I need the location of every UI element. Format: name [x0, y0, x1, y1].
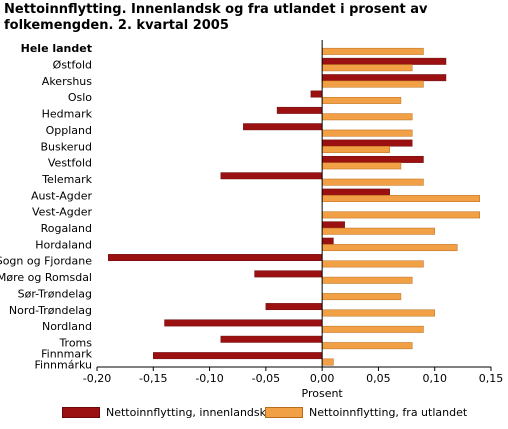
bar-innenlandsk-more-og-romsdal — [254, 270, 323, 278]
category-label-finnmark: Finnmark Finnmárku — [34, 347, 92, 371]
x-tick-label-1: -0,15 — [139, 372, 167, 385]
bar-utlandet-ostfold — [321, 64, 413, 72]
bar-innenlandsk-nord-trondelag — [265, 303, 323, 311]
legend-item-utlandet: Nettoinnflytting, fra utlandet — [265, 406, 467, 419]
category-label-hedmark: Hedmark — [42, 108, 93, 121]
x-tick-label-4: 0,00 — [310, 372, 335, 385]
bar-innenlandsk-buskerud — [321, 139, 413, 147]
bar-innenlandsk-nordland — [164, 319, 323, 327]
bar-utlandet-buskerud — [321, 146, 390, 153]
bar-utlandet-oppland — [321, 129, 413, 137]
category-label-hele-landet: Hele landet — [21, 42, 92, 55]
category-label-vestfold: Vestfold — [48, 157, 92, 170]
bar-utlandet-sor-trondelag — [321, 293, 402, 301]
bar-innenlandsk-telemark — [220, 172, 323, 180]
bar-innenlandsk-vestfold — [321, 155, 424, 163]
category-label-akershus: Akershus — [42, 75, 92, 88]
bar-innenlandsk-rogaland — [321, 221, 345, 229]
x-tick-label-0: -0,20 — [83, 372, 111, 385]
bar-innenlandsk-ostfold — [321, 57, 447, 65]
category-label-aust-agder: Aust-Agder — [31, 189, 93, 202]
legend-swatch-utlandet — [265, 407, 303, 418]
chart-title: Nettoinnflytting. Innenlandsk og fra utl… — [4, 2, 428, 33]
category-label-troms: Troms — [58, 336, 92, 349]
category-label-nordland: Nordland — [42, 320, 92, 333]
bar-utlandet-sogn-og-fjordane — [321, 260, 424, 268]
category-label-rogaland: Rogaland — [41, 222, 92, 235]
category-label-oppland: Oppland — [46, 124, 92, 137]
bar-utlandet-aust-agder — [321, 195, 480, 202]
legend-label-utlandet: Nettoinnflytting, fra utlandet — [309, 406, 468, 419]
bar-utlandet-troms — [321, 342, 413, 350]
category-label-more-og-romsdal: Møre og Romsdal — [0, 271, 92, 284]
bar-utlandet-finnmark — [321, 358, 334, 366]
bar-innenlandsk-troms — [220, 335, 323, 343]
x-tick-label-3: -0,05 — [252, 372, 280, 385]
category-label-sogn-og-fjordane: Sogn og Fjordane — [0, 255, 92, 268]
category-label-hordaland: Hordaland — [35, 238, 92, 251]
x-tick-label-2: -0,10 — [195, 372, 223, 385]
category-label-telemark: Telemark — [41, 173, 92, 186]
legend-item-innenlandsk: Nettoinnflytting, innenlandsk — [62, 406, 266, 419]
x-tick-label-5: 0,05 — [366, 372, 391, 385]
bar-utlandet-oslo — [321, 96, 402, 104]
bar-innenlandsk-akershus — [321, 74, 447, 82]
bar-innenlandsk-oppland — [243, 123, 323, 131]
bar-utlandet-vestfold — [321, 162, 402, 170]
x-axis-label: Prosent — [302, 387, 344, 400]
bar-utlandet-telemark — [321, 178, 424, 186]
category-label-oslo: Oslo — [68, 91, 92, 104]
x-tick-label-6: 0,10 — [422, 372, 447, 385]
bar-innenlandsk-aust-agder — [321, 188, 390, 196]
bar-utlandet-rogaland — [321, 227, 435, 235]
bar-utlandet-nordland — [321, 325, 424, 333]
category-label-ostfold: Østfold — [53, 59, 92, 72]
category-label-nord-trondelag: Nord-Trøndelag — [9, 304, 92, 317]
bar-innenlandsk-hedmark — [276, 106, 323, 114]
bar-innenlandsk-sogn-og-fjordane — [108, 254, 323, 261]
bar-utlandet-nord-trondelag — [321, 309, 435, 317]
category-label-sor-trondelag: Sør-Trøndelag — [18, 287, 92, 300]
bar-utlandet-akershus — [321, 80, 424, 88]
bar-utlandet-hele-landet — [321, 47, 424, 55]
bar-innenlandsk-finnmark — [153, 352, 323, 360]
x-tick-label-7: 0,15 — [479, 372, 504, 385]
bar-innenlandsk-hordaland — [321, 237, 334, 245]
category-label-vest-agder: Vest-Agder — [32, 206, 92, 219]
bar-utlandet-hordaland — [321, 244, 458, 252]
bar-utlandet-vest-agder — [321, 211, 480, 219]
legend-swatch-innenlandsk — [62, 407, 100, 418]
bar-utlandet-hedmark — [321, 113, 413, 121]
legend-label-innenlandsk: Nettoinnflytting, innenlandsk — [106, 406, 267, 419]
bar-utlandet-more-og-romsdal — [321, 276, 413, 284]
bar-innenlandsk-oslo — [310, 90, 323, 98]
category-label-buskerud: Buskerud — [41, 140, 92, 153]
